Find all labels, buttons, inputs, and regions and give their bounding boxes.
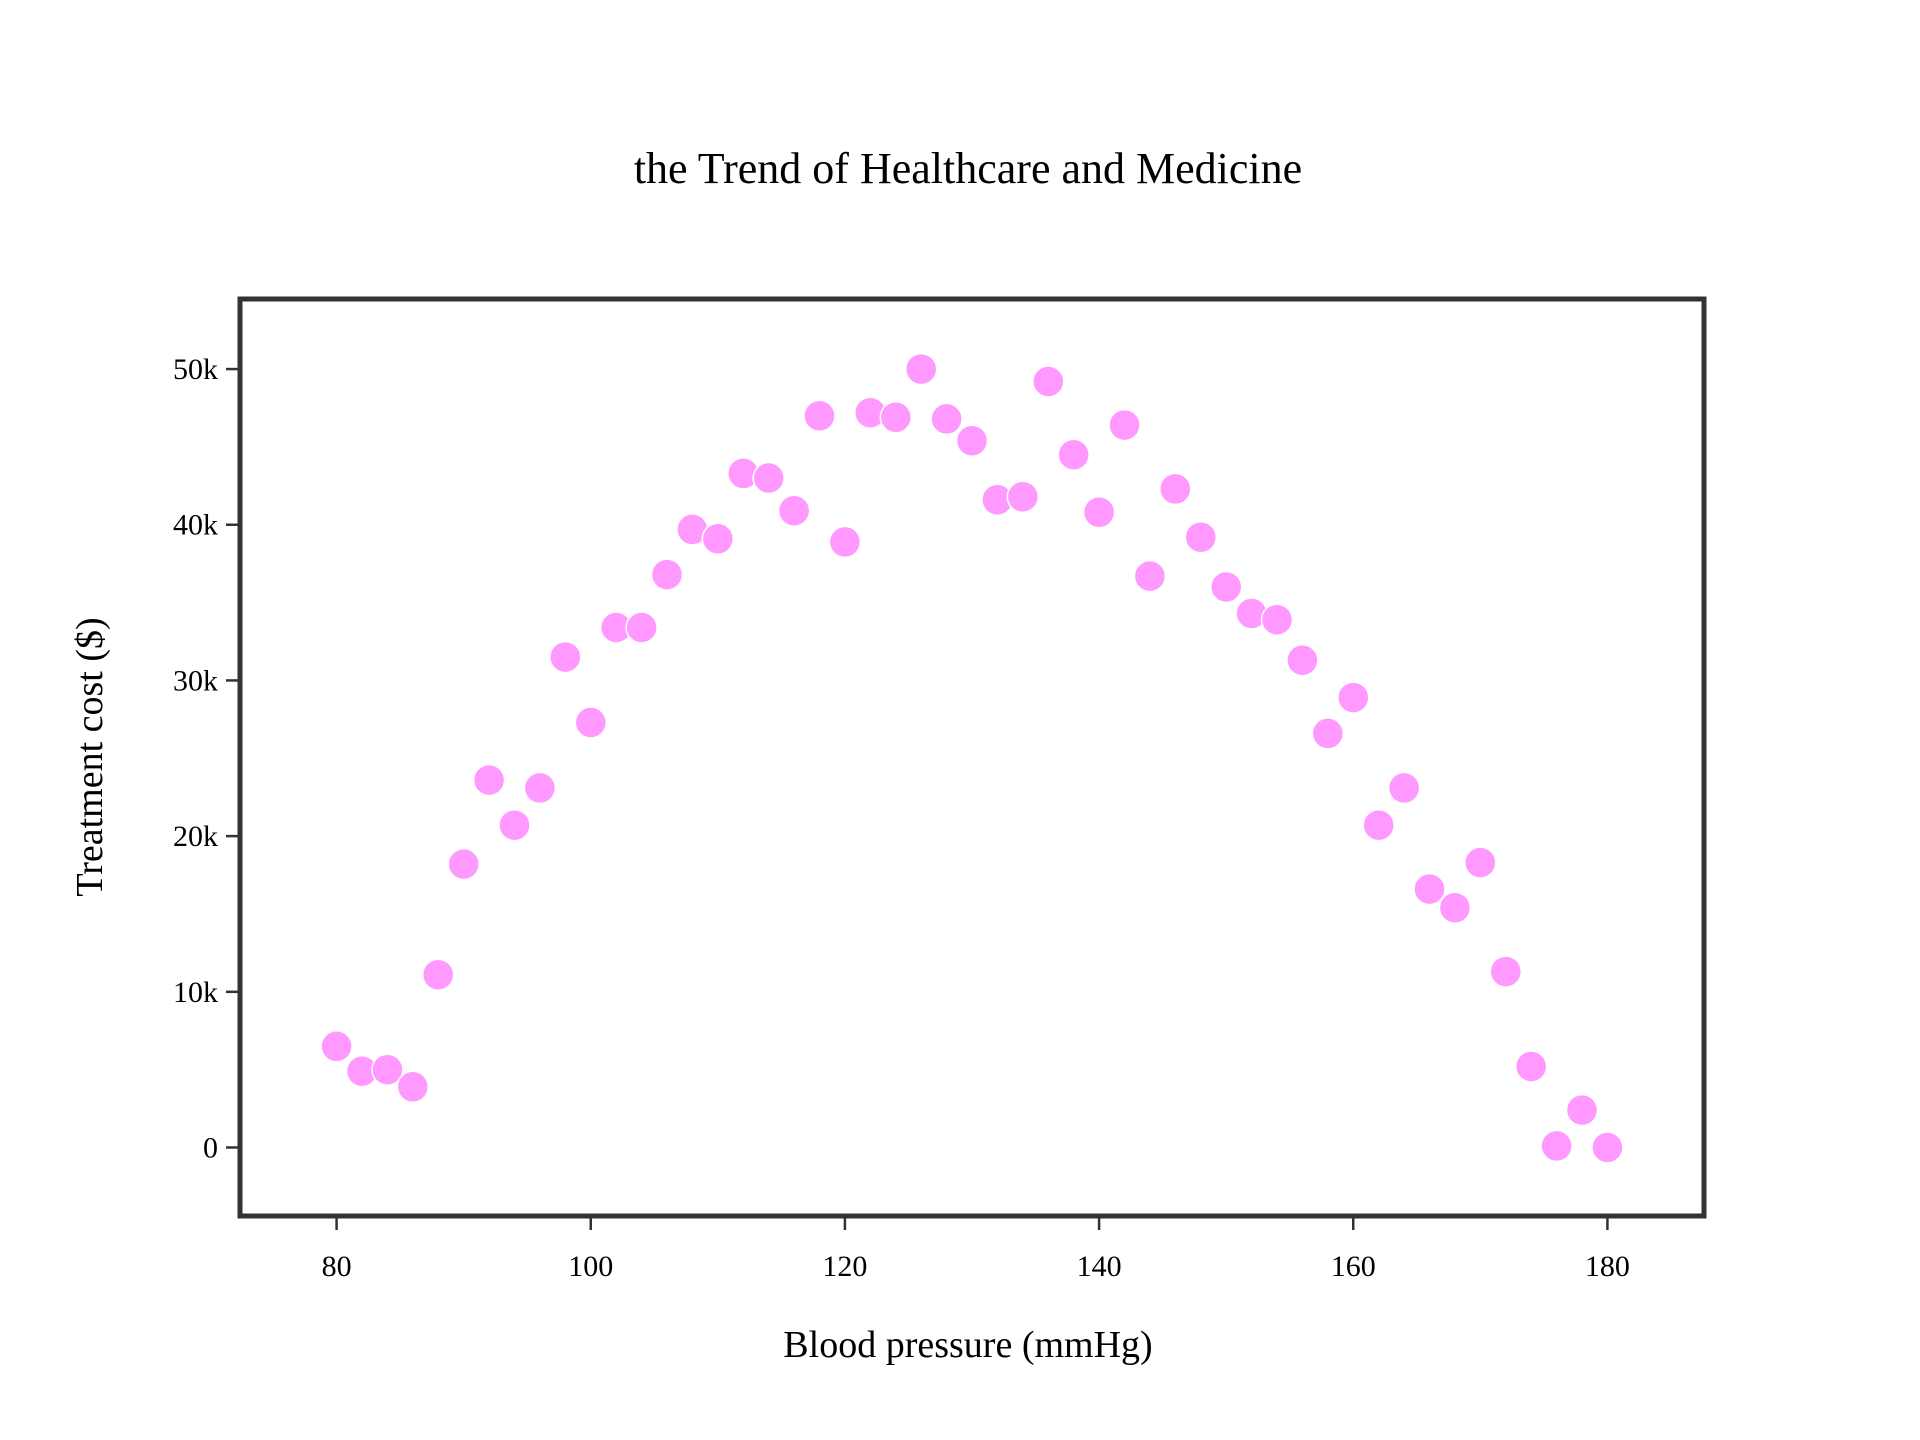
data-point <box>549 640 582 674</box>
plot-frame <box>237 296 1707 1219</box>
data-point <box>930 402 963 436</box>
y-tick-label: 40k <box>173 509 218 542</box>
data-point <box>574 706 608 739</box>
data-point <box>1540 1129 1573 1163</box>
data-point <box>828 525 862 559</box>
data-point <box>701 522 735 556</box>
data-point <box>1082 496 1116 529</box>
data-point <box>879 401 913 434</box>
data-point <box>1565 1093 1599 1127</box>
data-point <box>1311 717 1345 750</box>
data-point <box>650 558 684 591</box>
y-tick-label: 0 <box>203 1131 218 1164</box>
data-point <box>1159 472 1192 506</box>
data-point <box>447 847 480 881</box>
data-point <box>1387 771 1421 805</box>
y-tick-label: 50k <box>173 353 218 386</box>
data-point <box>803 399 836 433</box>
data-point <box>1464 846 1497 879</box>
data-point <box>1057 438 1090 471</box>
data-point <box>777 494 811 527</box>
y-tick-label: 20k <box>173 820 218 853</box>
x-tick-label: 160 <box>1331 1250 1376 1283</box>
data-point <box>1006 480 1040 513</box>
data-point <box>625 611 658 644</box>
chart-title: the Trend of Healthcare and Medicine <box>634 144 1302 193</box>
data-point <box>1438 891 1472 924</box>
data-point <box>1108 408 1141 442</box>
x-axis-label: Blood pressure (mmHg) <box>783 1324 1152 1366</box>
x-tick-label: 180 <box>1585 1250 1630 1283</box>
plot-area: 80 100 120 140 160 180 0 10k 20k 30k 40k 50k <box>173 296 1707 1283</box>
data-point <box>1260 603 1294 636</box>
y-axis-label: Treatment cost ($) <box>69 617 111 896</box>
data-point <box>1032 365 1065 398</box>
data-point <box>498 808 531 842</box>
data-point <box>1337 681 1370 714</box>
data-point <box>1514 1050 1548 1083</box>
data-point <box>1184 520 1218 554</box>
data-point <box>1286 643 1319 677</box>
y-tick-label: 10k <box>173 976 218 1009</box>
data-point <box>1489 955 1523 988</box>
data-point <box>1413 872 1446 906</box>
x-tick-label: 100 <box>568 1250 613 1283</box>
data-point <box>472 763 506 797</box>
data-point <box>955 424 989 457</box>
data-point <box>396 1070 430 1104</box>
data-point <box>752 461 785 495</box>
data-point <box>371 1053 404 1086</box>
x-tick-label: 120 <box>822 1250 867 1283</box>
data-point <box>1362 808 1395 842</box>
data-point <box>421 958 455 991</box>
data-point <box>320 1030 353 1063</box>
data-point <box>1133 559 1167 593</box>
data-point <box>523 771 557 805</box>
data-point <box>1209 570 1243 604</box>
data-point <box>904 352 938 386</box>
data-point <box>1591 1131 1624 1164</box>
y-tick-label: 30k <box>173 664 218 697</box>
x-tick-label: 80 <box>322 1250 352 1283</box>
x-tick-label: 140 <box>1077 1250 1122 1283</box>
